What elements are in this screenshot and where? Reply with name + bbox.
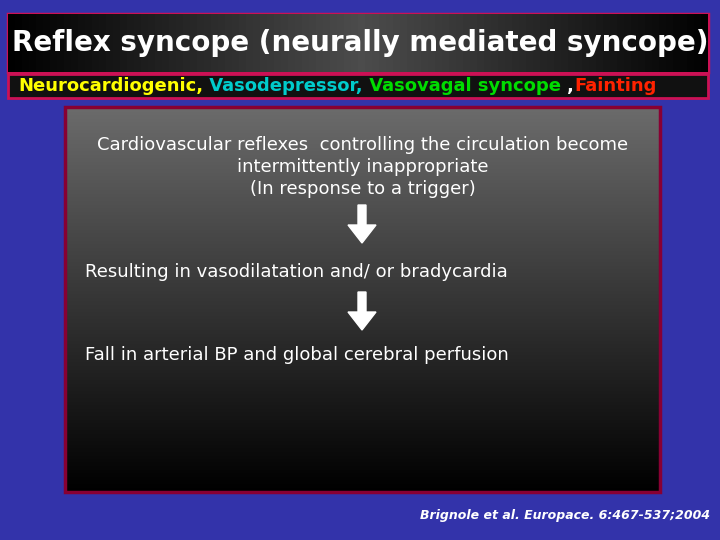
Text: Neurocardiogenic,: Neurocardiogenic, xyxy=(18,77,203,95)
FancyArrow shape xyxy=(348,292,376,330)
Text: Fainting: Fainting xyxy=(574,77,656,95)
Text: Reflex syncope (neurally mediated syncope): Reflex syncope (neurally mediated syncop… xyxy=(12,29,708,57)
Text: (In response to a trigger): (In response to a trigger) xyxy=(250,180,475,198)
Text: Vasodepressor,: Vasodepressor, xyxy=(203,77,363,95)
Text: Resulting in vasodilatation and/ or bradycardia: Resulting in vasodilatation and/ or brad… xyxy=(85,263,508,281)
Text: intermittently inappropriate: intermittently inappropriate xyxy=(237,158,488,176)
Bar xyxy=(8,74,708,98)
Bar xyxy=(65,107,660,492)
Text: Cardiovascular reflexes  controlling the circulation become: Cardiovascular reflexes controlling the … xyxy=(97,136,628,154)
Text: ,: , xyxy=(567,77,574,95)
FancyArrow shape xyxy=(348,205,376,243)
Bar xyxy=(8,14,708,72)
Text: Brignole et al. Europace. 6:467-537;2004: Brignole et al. Europace. 6:467-537;2004 xyxy=(420,509,710,522)
Text: Fall in arterial BP and global cerebral perfusion: Fall in arterial BP and global cerebral … xyxy=(85,346,509,364)
Text: Vasovagal syncope: Vasovagal syncope xyxy=(363,77,567,95)
